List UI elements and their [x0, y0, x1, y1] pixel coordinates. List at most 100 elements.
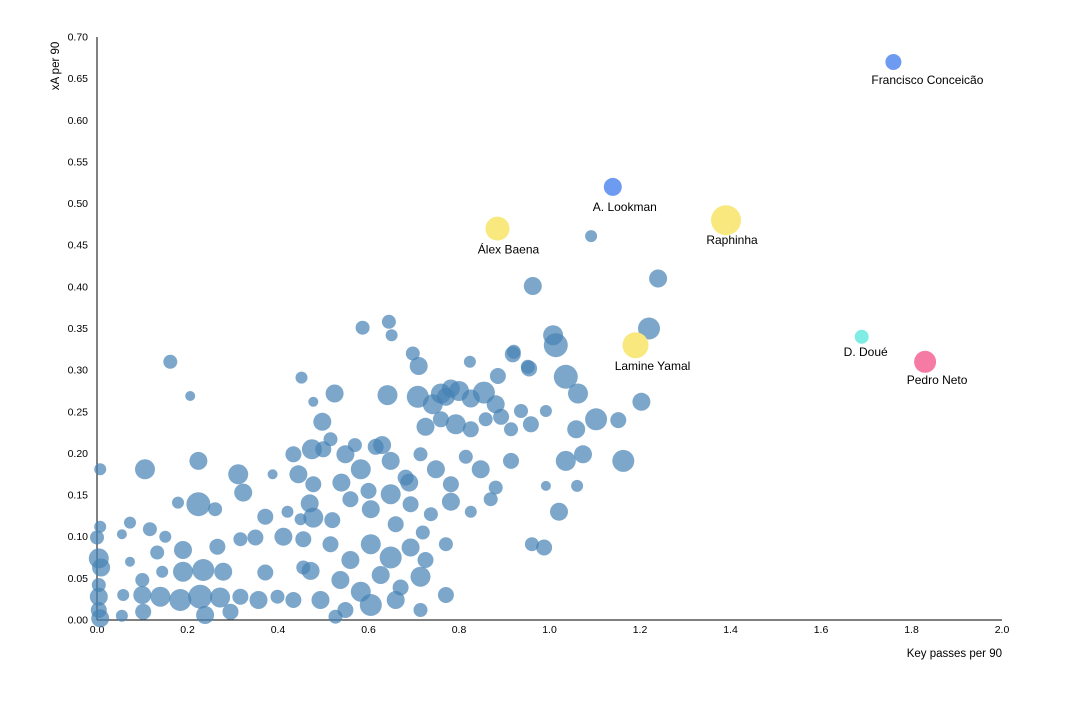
player-bubble	[301, 439, 322, 460]
player-bubble	[610, 412, 627, 429]
x-tick-label: 0.6	[361, 624, 376, 636]
player-bubble	[342, 491, 359, 508]
player-bubble	[270, 589, 285, 604]
player-bubble	[462, 421, 479, 438]
y-tick-label: 0.65	[68, 73, 89, 85]
player-bubble	[295, 371, 308, 384]
y-tick-label: 0.25	[68, 406, 89, 418]
player-bubble	[209, 538, 226, 555]
y-tick-label: 0.60	[68, 115, 89, 127]
x-tick-label: 0.4	[271, 624, 286, 636]
player-bubble	[423, 507, 438, 522]
player-bubble	[328, 609, 343, 624]
player-bubble	[386, 591, 405, 609]
player-bubble	[150, 586, 171, 607]
player-bubble	[135, 603, 152, 620]
player-bubble	[308, 396, 319, 407]
y-tick-label: 0.55	[68, 156, 89, 168]
player-bubble	[125, 556, 135, 567]
player-bubble	[115, 609, 128, 622]
player-bubble	[186, 492, 211, 517]
player-bubble	[189, 451, 208, 470]
player-bubble	[124, 516, 136, 529]
highlight-bubble	[885, 54, 902, 70]
player-bubble	[92, 558, 111, 577]
player-bubble	[234, 483, 253, 502]
player-bubble	[300, 494, 319, 513]
player-bubble	[571, 479, 584, 492]
player-bubble	[381, 451, 400, 470]
player-bubble	[285, 592, 302, 608]
player-bubble	[274, 527, 293, 546]
highlight-bubble	[622, 332, 649, 359]
y-tick-label: 0.00	[68, 615, 89, 627]
player-bubble	[638, 317, 660, 340]
player-bubble	[222, 603, 239, 620]
player-bubble	[503, 452, 519, 469]
player-bubble	[377, 385, 398, 406]
y-tick-label: 0.05	[68, 573, 89, 585]
player-bubble	[116, 529, 127, 540]
player-bubble	[301, 561, 320, 580]
player-bubble	[173, 561, 193, 582]
player-bubble	[117, 589, 130, 601]
y-tick-label: 0.30	[68, 365, 89, 377]
player-bubble	[585, 408, 608, 431]
player-label: Lamine Yamal	[615, 359, 691, 373]
axes: 0.0 0.2 0.4 0.6 0.8 1.0 1.2 1.4 1.6 1.8 2.00.000.0…	[68, 32, 1010, 637]
player-bubble	[289, 465, 308, 484]
player-bubble	[294, 513, 307, 526]
player-bubble	[379, 546, 402, 569]
highlight-bubble	[854, 329, 869, 344]
data-points	[88, 230, 668, 628]
x-tick-label: 0.8	[452, 624, 467, 636]
player-bubble	[305, 476, 322, 493]
player-bubble	[228, 464, 249, 485]
player-bubble	[523, 277, 542, 295]
player-bubble	[373, 436, 392, 455]
player-bubble	[402, 496, 419, 513]
player-bubble	[188, 584, 213, 609]
player-bubble	[442, 476, 459, 493]
y-tick-label: 0.35	[68, 323, 89, 335]
player-bubble	[214, 562, 233, 581]
player-bubble	[441, 492, 460, 511]
player-bubble	[417, 552, 434, 568]
player-bubble	[159, 530, 172, 543]
player-bubble	[232, 588, 249, 605]
player-bubble	[493, 408, 510, 425]
player-bubble	[483, 492, 498, 507]
player-bubble	[324, 512, 341, 529]
player-bubble	[380, 484, 401, 505]
player-bubble	[91, 609, 110, 628]
player-bubble	[361, 500, 380, 519]
player-label: D. Doué	[844, 345, 888, 359]
x-tick-label: 1.4	[723, 624, 738, 636]
y-tick-label: 0.20	[68, 448, 89, 460]
player-bubble	[567, 420, 586, 439]
player-bubble	[172, 496, 184, 509]
player-bubble	[385, 329, 398, 342]
player-bubble	[568, 383, 588, 404]
y-tick-label: 0.70	[68, 32, 89, 44]
x-tick-label: 1.0	[542, 624, 557, 636]
player-bubble	[540, 480, 551, 491]
player-bubble	[359, 594, 382, 616]
player-bubble	[486, 395, 505, 414]
highlight-bubble	[603, 177, 622, 196]
player-bubble	[331, 571, 350, 589]
player-bubble	[295, 531, 312, 548]
player-bubble	[632, 392, 651, 411]
x-tick-label: 2.0	[995, 624, 1010, 636]
player-bubble	[524, 537, 539, 552]
player-bubble	[233, 532, 248, 547]
player-bubble	[426, 460, 445, 479]
x-axis-title: Key passes per 90	[907, 648, 1002, 660]
player-bubble	[415, 525, 430, 540]
player-bubble	[311, 591, 330, 609]
player-bubble	[521, 360, 538, 377]
player-bubble	[400, 473, 419, 492]
player-bubble	[347, 438, 362, 453]
